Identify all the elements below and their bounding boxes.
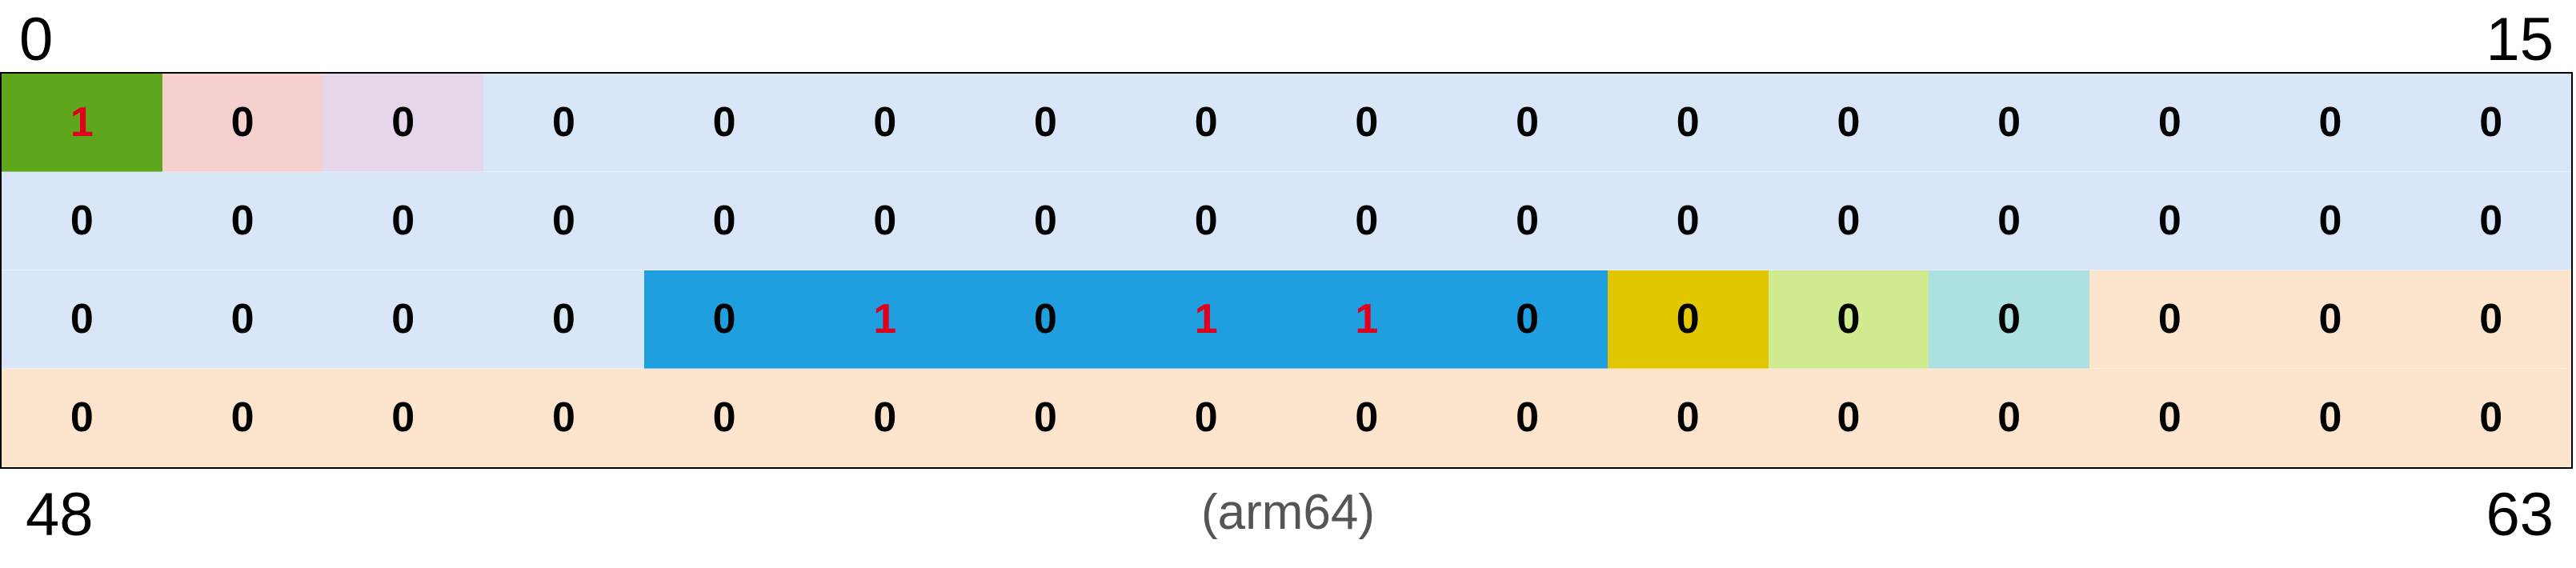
bit-cell: 0 [804,369,966,467]
bit-cell: 0 [323,270,484,369]
bit-cell: 0 [2249,369,2411,467]
bit-cell: 0 [162,369,323,467]
bit-cell: 0 [1768,74,1929,172]
bit-cell: 0 [2,172,162,270]
bit-cell: 0 [162,74,323,172]
bit-cell: 1 [1125,270,1287,369]
bit-cell: 0 [1929,74,2089,172]
bit-cell: 0 [804,74,966,172]
bit-cell: 0 [1286,172,1448,270]
bit-cell: 0 [1768,270,1929,369]
bit-cell: 0 [1929,270,2089,369]
bit-cell: 0 [1447,74,1608,172]
bit-cell: 0 [2410,74,2571,172]
bit-cell: 0 [162,172,323,270]
bit-cell: 0 [1768,172,1929,270]
bit-cell: 0 [1607,74,1769,172]
bit-cell: 0 [1607,369,1769,467]
bit-cell: 0 [804,172,966,270]
bit-cell: 0 [483,369,644,467]
bit-cell: 0 [1607,172,1769,270]
bit-cell: 0 [965,369,1126,467]
bit-cell: 0 [1929,369,2089,467]
bit-cell: 0 [1125,369,1287,467]
bit-cell: 0 [323,369,484,467]
bit-cell: 0 [1447,369,1608,467]
bit-cell: 0 [2089,270,2250,369]
bit-cell: 1 [2,74,162,172]
last-row-start-bit-index-label: 48 [26,481,94,549]
bit-cell: 0 [2,369,162,467]
bit-cell: 0 [1447,270,1608,369]
bit-cell: 0 [2,270,162,369]
bit-cell: 0 [2249,172,2411,270]
bit-cell: 0 [1286,369,1448,467]
bit-cell: 0 [483,172,644,270]
bit-cell: 0 [483,270,644,369]
bit-cell: 0 [483,74,644,172]
bit-cell: 0 [1447,172,1608,270]
bit-cell: 0 [643,74,805,172]
bit-cell: 0 [1929,172,2089,270]
bit-cell: 0 [643,369,805,467]
bit-cell: 1 [804,270,966,369]
bit-cell: 0 [643,270,805,369]
bit-cell: 0 [1768,369,1929,467]
bit-cell: 0 [162,270,323,369]
start-bit-index-label: 0 [19,6,54,74]
bit-cell: 0 [2410,270,2571,369]
bit-cell: 0 [2249,270,2411,369]
row-end-bit-index-label: 15 [2486,6,2554,74]
bit-cell: 0 [1125,74,1287,172]
bit-cell: 0 [323,172,484,270]
bit-cell: 1 [1286,270,1448,369]
bit-cell: 0 [2089,74,2250,172]
bit-cell: 0 [1607,270,1769,369]
bit-cell: 0 [2089,369,2250,467]
end-bit-index-label: 63 [2486,481,2554,549]
bit-cell: 0 [1286,74,1448,172]
bit-cell: 0 [1125,172,1287,270]
bit-cell: 0 [965,74,1126,172]
bit-cell: 0 [2089,172,2250,270]
bit-cell: 0 [965,172,1126,270]
architecture-caption: (arm64) [1200,485,1376,540]
bit-cell: 0 [2410,369,2571,467]
bit-cell: 0 [323,74,484,172]
bit-cell: 0 [965,270,1126,369]
bit-cell: 0 [2249,74,2411,172]
bit-cell: 0 [643,172,805,270]
bit-cell: 0 [2410,172,2571,270]
